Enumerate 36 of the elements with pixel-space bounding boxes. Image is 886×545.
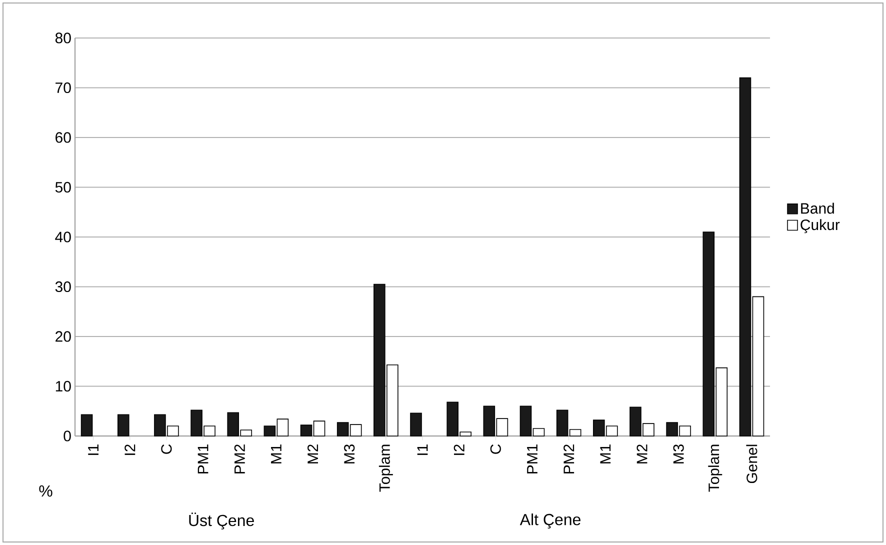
- text: %: [39, 485, 52, 497]
- x-tick-label: I1: [88, 444, 98, 455]
- x-tick-label: PM2: [234, 444, 245, 474]
- x-tick-label: M2: [308, 444, 318, 464]
- x-tick-label: I1: [417, 444, 428, 455]
- x-tick-label: M2: [636, 444, 648, 464]
- y-tick-label: 70: [56, 82, 71, 94]
- x-tick-label: PM1: [527, 444, 538, 474]
- x-tick-label: I2: [124, 444, 136, 455]
- x-tick-label: C: [490, 444, 501, 454]
- y-tick-label: 50: [55, 182, 71, 193]
- x-tick-label: PM2: [564, 444, 574, 474]
- x-tick-label: Toplam: [378, 444, 393, 492]
- y-tick-label: 40: [55, 232, 71, 242]
- bar: [410, 412, 422, 436]
- bar: [117, 414, 130, 436]
- x-tick-label: M1: [271, 444, 282, 464]
- x-tick-label: M1: [600, 444, 611, 464]
- x-tick-label: M3: [344, 444, 355, 464]
- x-tick-label: Toplam: [708, 444, 722, 492]
- legend-label: Band: [801, 202, 834, 214]
- y-tick-label: 80: [55, 32, 71, 44]
- x-tick-label: Genel: [746, 444, 758, 484]
- y-tick-label: 10: [56, 380, 71, 392]
- text: Üst Çene: [189, 512, 254, 530]
- y-tick-label: 60: [56, 132, 71, 143]
- x-tick-label: C: [161, 444, 172, 454]
- x-tick-label: M3: [673, 444, 684, 464]
- legend-label: Çukur: [800, 219, 840, 234]
- y-tick-label: 20: [56, 331, 71, 342]
- y-tick-label: 30: [55, 281, 71, 292]
- x-tick-label: PM1: [198, 444, 208, 474]
- bar: [80, 414, 93, 436]
- x-tick-label: I2: [454, 444, 464, 455]
- y-tick-label: 0: [64, 430, 71, 442]
- text: Alt Çene: [520, 514, 580, 528]
